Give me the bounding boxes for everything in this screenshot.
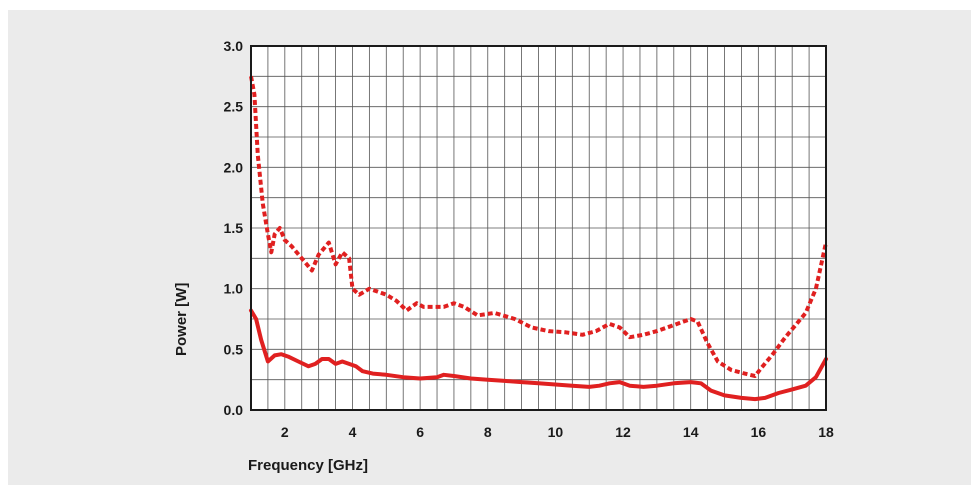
y-tick-label: 3.0 — [224, 38, 244, 54]
chart-panel: 2 4 6 8 10 12 14 16 18 0.0 0.5 1.0 1.5 2.0 2.5 3.0 Fre… — [8, 10, 971, 485]
x-tick-label: 10 — [548, 424, 564, 440]
series-line-solid — [249, 308, 828, 402]
x-tick-label: 2 — [281, 424, 289, 440]
power-frequency-chart: 2 4 6 8 10 12 14 16 18 0.0 0.5 1.0 1.5 2.0 2.5 3.0 Fre… — [173, 38, 834, 474]
y-tick-labels: 0.0 0.5 1.0 1.5 2.0 2.5 3.0 — [224, 38, 244, 418]
y-tick-label: 2.5 — [224, 99, 244, 115]
grid-lines — [251, 46, 826, 410]
x-tick-labels: 2 4 6 8 10 12 14 16 18 — [281, 424, 834, 440]
y-axis-title: Power [W] — [173, 283, 190, 356]
x-tick-label: 18 — [818, 424, 834, 440]
x-tick-label: 16 — [751, 424, 767, 440]
y-tick-label: 2.0 — [224, 159, 244, 175]
x-tick-label: 6 — [416, 424, 424, 440]
x-tick-label: 4 — [349, 424, 357, 440]
y-tick-label: 0.0 — [224, 402, 244, 418]
x-tick-label: 14 — [683, 424, 699, 440]
x-axis-title: Frequency [GHz] — [248, 457, 368, 474]
x-tick-label: 12 — [615, 424, 631, 440]
series-layer — [249, 75, 828, 402]
y-tick-label: 1.5 — [224, 220, 244, 236]
y-tick-label: 1.0 — [224, 281, 244, 297]
x-tick-label: 8 — [484, 424, 492, 440]
y-tick-label: 0.5 — [224, 341, 244, 357]
plot-frame — [250, 45, 827, 411]
